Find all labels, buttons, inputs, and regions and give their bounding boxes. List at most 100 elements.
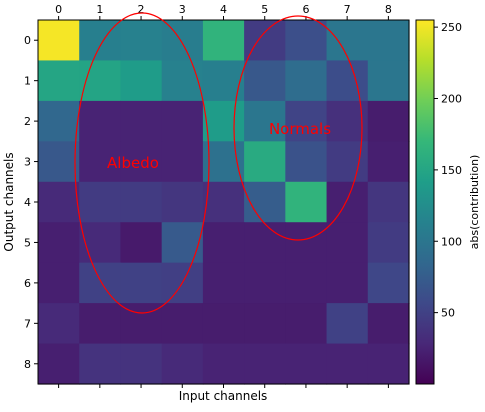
heatmap-cell <box>326 343 369 385</box>
heatmap-cell <box>367 100 410 142</box>
heatmap-cell <box>285 100 328 142</box>
heatmap-cell <box>120 343 163 385</box>
heatmap-cell <box>38 343 80 385</box>
y-tick-label: 7 <box>24 317 31 330</box>
colorbar-tick-label: 250 <box>441 21 462 34</box>
heatmap-cell <box>367 303 410 345</box>
heatmap-cell <box>367 262 410 304</box>
heatmap-cell <box>244 100 286 142</box>
heatmap-cell <box>326 181 369 223</box>
heatmap-cell <box>161 303 204 345</box>
colorbar-tick-label: 100 <box>441 235 462 248</box>
heatmap-cell <box>285 60 328 102</box>
heatmap-cell <box>244 222 286 264</box>
heatmap-cell <box>326 20 369 62</box>
heatmap-cell <box>326 141 369 183</box>
heatmap-cell <box>202 141 245 183</box>
heatmap-cell <box>285 262 328 304</box>
heatmap-cell <box>79 303 122 345</box>
heatmap-cell <box>285 222 328 264</box>
y-tick-label: 0 <box>24 34 31 47</box>
heatmap-cell <box>244 181 286 223</box>
heatmap-cell <box>161 141 204 183</box>
y-tick-label: 2 <box>24 115 31 128</box>
heatmap-cell <box>161 222 204 264</box>
heatmap-cell <box>326 262 369 304</box>
heatmap-cell <box>202 20 245 62</box>
heatmap-cell <box>120 181 163 223</box>
colorbar-tick-label: 200 <box>441 93 462 106</box>
heatmap-cell <box>161 343 204 385</box>
heatmap-cell <box>161 20 204 62</box>
colorbar-tick-label: 150 <box>441 164 462 177</box>
colorbar: 50 100 150 200 250 abs(contribution) <box>415 19 481 385</box>
heatmap-cell <box>244 20 286 62</box>
y-tick-label: 5 <box>24 236 31 249</box>
annotations: Albedo Normals <box>74 12 363 314</box>
heatmap-cell <box>285 343 328 385</box>
heatmap-cell <box>244 303 286 345</box>
colorbar-label: abs(contribution) <box>468 155 481 250</box>
normals-ellipse <box>233 15 363 241</box>
heatmap-cell <box>38 141 80 183</box>
heatmap-cell <box>38 20 80 62</box>
heatmap-cell <box>244 262 286 304</box>
heatmap-cell <box>202 262 245 304</box>
heatmap-cell <box>202 303 245 345</box>
colorbar-gradient <box>415 19 435 385</box>
heatmap-cell <box>367 141 410 183</box>
x-axis-label: Input channels <box>179 389 268 403</box>
heatmap-cell <box>79 222 122 264</box>
colorbar-tick-label: 50 <box>441 307 455 320</box>
heatmap-cell <box>120 20 163 62</box>
heatmap-cell <box>285 303 328 345</box>
heatmap-cell <box>120 222 163 264</box>
x-axis-ticks: 0 1 2 3 4 5 6 7 8 <box>55 3 392 388</box>
normals-label: Normals <box>269 120 331 138</box>
heatmap-cell <box>38 100 80 142</box>
heatmap-cell <box>161 100 204 142</box>
heatmap-cell <box>202 181 245 223</box>
albedo-label: Albedo <box>107 154 159 172</box>
y-tick-label: 1 <box>24 75 31 88</box>
x-tick-label: 3 <box>179 3 186 16</box>
x-tick-label: 2 <box>138 3 145 16</box>
heatmap-cell <box>285 181 328 223</box>
heatmap-cell <box>202 343 245 385</box>
heatmap-cell <box>79 262 122 304</box>
heatmap-cell <box>79 100 122 142</box>
y-tick-label: 8 <box>24 358 31 371</box>
heatmap-cell <box>161 181 204 223</box>
heatmap-cell <box>79 181 122 223</box>
heatmap-cell <box>38 222 80 264</box>
heatmap-cell <box>326 303 369 345</box>
heatmap-cell <box>202 60 245 102</box>
heatmap-cell <box>38 60 80 102</box>
heatmap-cell <box>244 60 286 102</box>
heatmap-cell <box>285 141 328 183</box>
heatmap-cell <box>120 141 163 183</box>
y-axis-ticks: 0 1 2 3 4 5 6 7 8 <box>24 34 38 371</box>
heatmap-cell <box>367 343 410 385</box>
heatmap-cells <box>38 20 410 385</box>
x-tick-label: 4 <box>220 3 227 16</box>
heatmap-cell <box>367 222 410 264</box>
heatmap-cell <box>79 343 122 385</box>
x-tick-label: 7 <box>344 3 351 16</box>
heatmap-cell <box>367 20 410 62</box>
heatmap-cell <box>244 343 286 385</box>
heatmap-cell <box>79 141 122 183</box>
x-tick-label: 5 <box>261 3 268 16</box>
x-tick-label: 1 <box>96 3 103 16</box>
heatmap-cell <box>161 60 204 102</box>
heatmap-cell <box>202 222 245 264</box>
heatmap-cell <box>367 181 410 223</box>
y-tick-label: 4 <box>24 196 31 209</box>
y-tick-label: 3 <box>24 156 31 169</box>
heatmap-cell <box>38 262 80 304</box>
heatmap-cell <box>326 60 369 102</box>
y-axis-label: Output channels <box>2 152 16 251</box>
x-tick-label: 8 <box>385 3 392 16</box>
